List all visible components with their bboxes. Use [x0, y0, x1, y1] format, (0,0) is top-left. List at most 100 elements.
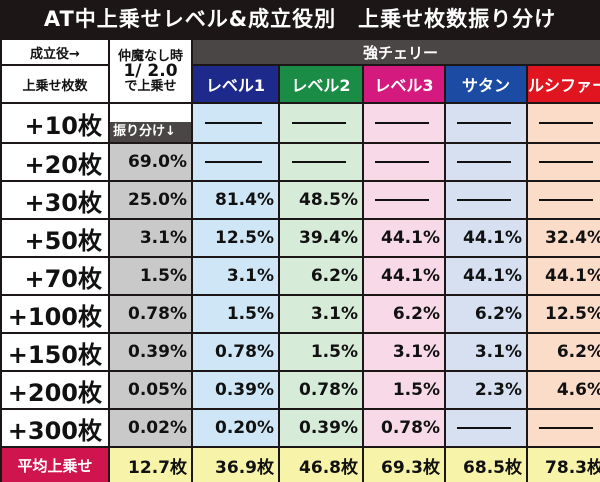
- page-title: AT中上乗せレベル&成立役別 上乗せ枚数振り分け: [43, 7, 557, 31]
- table-cell: [446, 104, 526, 142]
- table-cell: 3.1%: [446, 334, 526, 370]
- dash-mark: [291, 161, 347, 163]
- dash-mark: [539, 161, 593, 163]
- average-label: 平均上乗せ: [2, 448, 108, 482]
- table-cell: 6.2%: [528, 334, 600, 370]
- table-cell: 44.1%: [528, 258, 600, 294]
- distribution-table: 成立役→ 上乗せ枚数 仲魔なし時 1/ 2.0 で上乗せ 強チェリー レベル1 レベル2 レベル…: [2, 40, 600, 482]
- table-cell: [364, 182, 444, 218]
- level-header-2: レベル2: [280, 66, 362, 102]
- table-cell: [528, 182, 600, 218]
- dash-mark: [457, 199, 511, 201]
- table-cell: 振り分け↓: [110, 104, 191, 142]
- table-cell: 0.02%: [110, 410, 191, 446]
- table-cell: 0.39%: [110, 334, 191, 370]
- average-cell: 12.7枚: [110, 448, 191, 482]
- table-cell: 44.1%: [446, 220, 526, 256]
- table-cell: [446, 144, 526, 180]
- nakama-line1: 仲魔なし時: [117, 48, 183, 64]
- role-header: 強チェリー: [193, 40, 600, 64]
- table-cell: 0.78%: [280, 372, 362, 408]
- nakama-line3: で上乗せ: [124, 78, 177, 94]
- table-cell: 44.1%: [364, 258, 444, 294]
- table-cell: 32.4%: [528, 220, 600, 256]
- table-cell: [280, 144, 362, 180]
- table-cell: [528, 104, 600, 142]
- table-cell: 0.78%: [193, 334, 278, 370]
- average-cell: 46.8枚: [280, 448, 362, 482]
- dash-mark: [375, 161, 429, 163]
- row-label: +10枚: [2, 104, 108, 142]
- dash-mark: [375, 122, 429, 124]
- table-cell: 0.39%: [193, 372, 278, 408]
- row-label: +30枚: [2, 182, 108, 218]
- level-header-1: レベル1: [193, 66, 278, 102]
- table-cell: 4.6%: [528, 372, 600, 408]
- row-label: +150枚: [2, 334, 108, 370]
- table-cell: 25.0%: [110, 182, 191, 218]
- dash-mark: [457, 161, 511, 163]
- average-cell: 68.5枚: [446, 448, 526, 482]
- table-cell: 0.78%: [110, 296, 191, 332]
- table-cell: 3.1%: [364, 334, 444, 370]
- average-cell: 69.3枚: [364, 448, 444, 482]
- table-cell: 6.2%: [280, 258, 362, 294]
- table-cell: 6.2%: [364, 296, 444, 332]
- level-header-4: サタン: [446, 66, 526, 102]
- table-cell: [446, 182, 526, 218]
- dash-mark: [375, 199, 429, 201]
- table-cell: 1.5%: [110, 258, 191, 294]
- dash-mark: [205, 122, 262, 124]
- table-cell: 69.0%: [110, 144, 191, 180]
- table-cell: 0.20%: [193, 410, 278, 446]
- amount-header-label: 上乗せ枚数: [2, 66, 108, 102]
- row-label: +300枚: [2, 410, 108, 446]
- table-cell: 0.78%: [364, 410, 444, 446]
- table-cell: 48.5%: [280, 182, 362, 218]
- role-header-label: 成立役→: [2, 40, 108, 64]
- table-cell: 6.2%: [446, 296, 526, 332]
- average-cell: 78.3枚: [528, 448, 600, 482]
- table-cell: 81.4%: [193, 182, 278, 218]
- dash-mark: [539, 122, 593, 124]
- table-cell: 1.5%: [364, 372, 444, 408]
- table-cell: [280, 104, 362, 142]
- table-cell: 44.1%: [446, 258, 526, 294]
- row-label: +100枚: [2, 296, 108, 332]
- table-cell: [364, 144, 444, 180]
- row-label: +200枚: [2, 372, 108, 408]
- dash-mark: [291, 122, 347, 124]
- table-cell: [364, 104, 444, 142]
- table-cell: 3.1%: [110, 220, 191, 256]
- average-cell: 36.9枚: [193, 448, 278, 482]
- table-cell: 2.3%: [446, 372, 526, 408]
- nakama-prob: 1/ 2.0: [123, 60, 178, 81]
- table-cell: 39.4%: [280, 220, 362, 256]
- dash-mark: [205, 161, 262, 163]
- row-label: +50枚: [2, 220, 108, 256]
- table-cell: [446, 410, 526, 446]
- distribution-label: 振り分け↓: [110, 122, 191, 142]
- table-cell: 3.1%: [193, 258, 278, 294]
- dash-mark: [539, 427, 593, 429]
- table-cell: 0.05%: [110, 372, 191, 408]
- table-cell: 3.1%: [280, 296, 362, 332]
- table-cell: [193, 104, 278, 142]
- table-cell: 12.5%: [528, 296, 600, 332]
- dash-mark: [457, 427, 511, 429]
- nakama-header: 仲魔なし時 1/ 2.0 で上乗せ: [110, 40, 191, 102]
- level-header-3: レベル3: [364, 66, 444, 102]
- level-header-5: ルシファー: [528, 66, 600, 102]
- row-label: +20枚: [2, 144, 108, 180]
- table-cell: [528, 410, 600, 446]
- table-cell: [528, 144, 600, 180]
- dash-mark: [539, 199, 593, 201]
- dash-mark: [457, 122, 511, 124]
- table-cell: [193, 144, 278, 180]
- table-cell: 1.5%: [280, 334, 362, 370]
- table-cell: 12.5%: [193, 220, 278, 256]
- table-cell: 1.5%: [193, 296, 278, 332]
- table-cell: 0.39%: [280, 410, 362, 446]
- row-label: +70枚: [2, 258, 108, 294]
- table-cell: 44.1%: [364, 220, 444, 256]
